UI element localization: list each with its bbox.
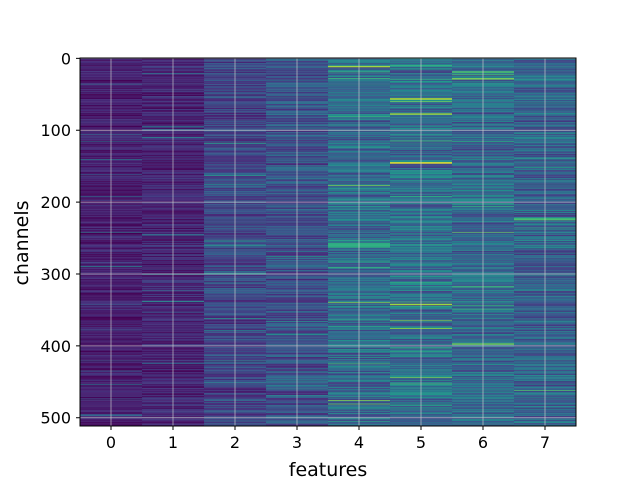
y-axis-label: channels: [11, 200, 33, 285]
x-axis-label: features: [289, 459, 368, 480]
y-tick-label: 100: [40, 121, 71, 140]
x-tick-label: 0: [106, 433, 116, 452]
x-tick-label: 3: [292, 433, 302, 452]
y-axis-ticks: 0 100 200 300 400 500: [40, 49, 80, 428]
y-tick-label: 400: [40, 337, 71, 356]
plot-frame: [79, 57, 577, 427]
x-tick-label: 6: [478, 433, 488, 452]
x-tick-label: 7: [540, 433, 550, 452]
x-tick-label: 4: [354, 433, 364, 452]
x-tick-label: 5: [416, 433, 426, 452]
y-tick-label: 0: [61, 49, 71, 68]
y-tick-label: 200: [40, 193, 71, 212]
x-axis-ticks: 0 1 2 3 4 5 6 7: [106, 426, 550, 452]
y-tick-label: 300: [40, 265, 71, 284]
y-tick-label: 500: [40, 409, 71, 428]
plot-area: [80, 58, 577, 427]
grid-lines: [80, 57, 576, 426]
x-tick-label: 2: [230, 433, 240, 452]
x-tick-label: 1: [168, 433, 178, 452]
